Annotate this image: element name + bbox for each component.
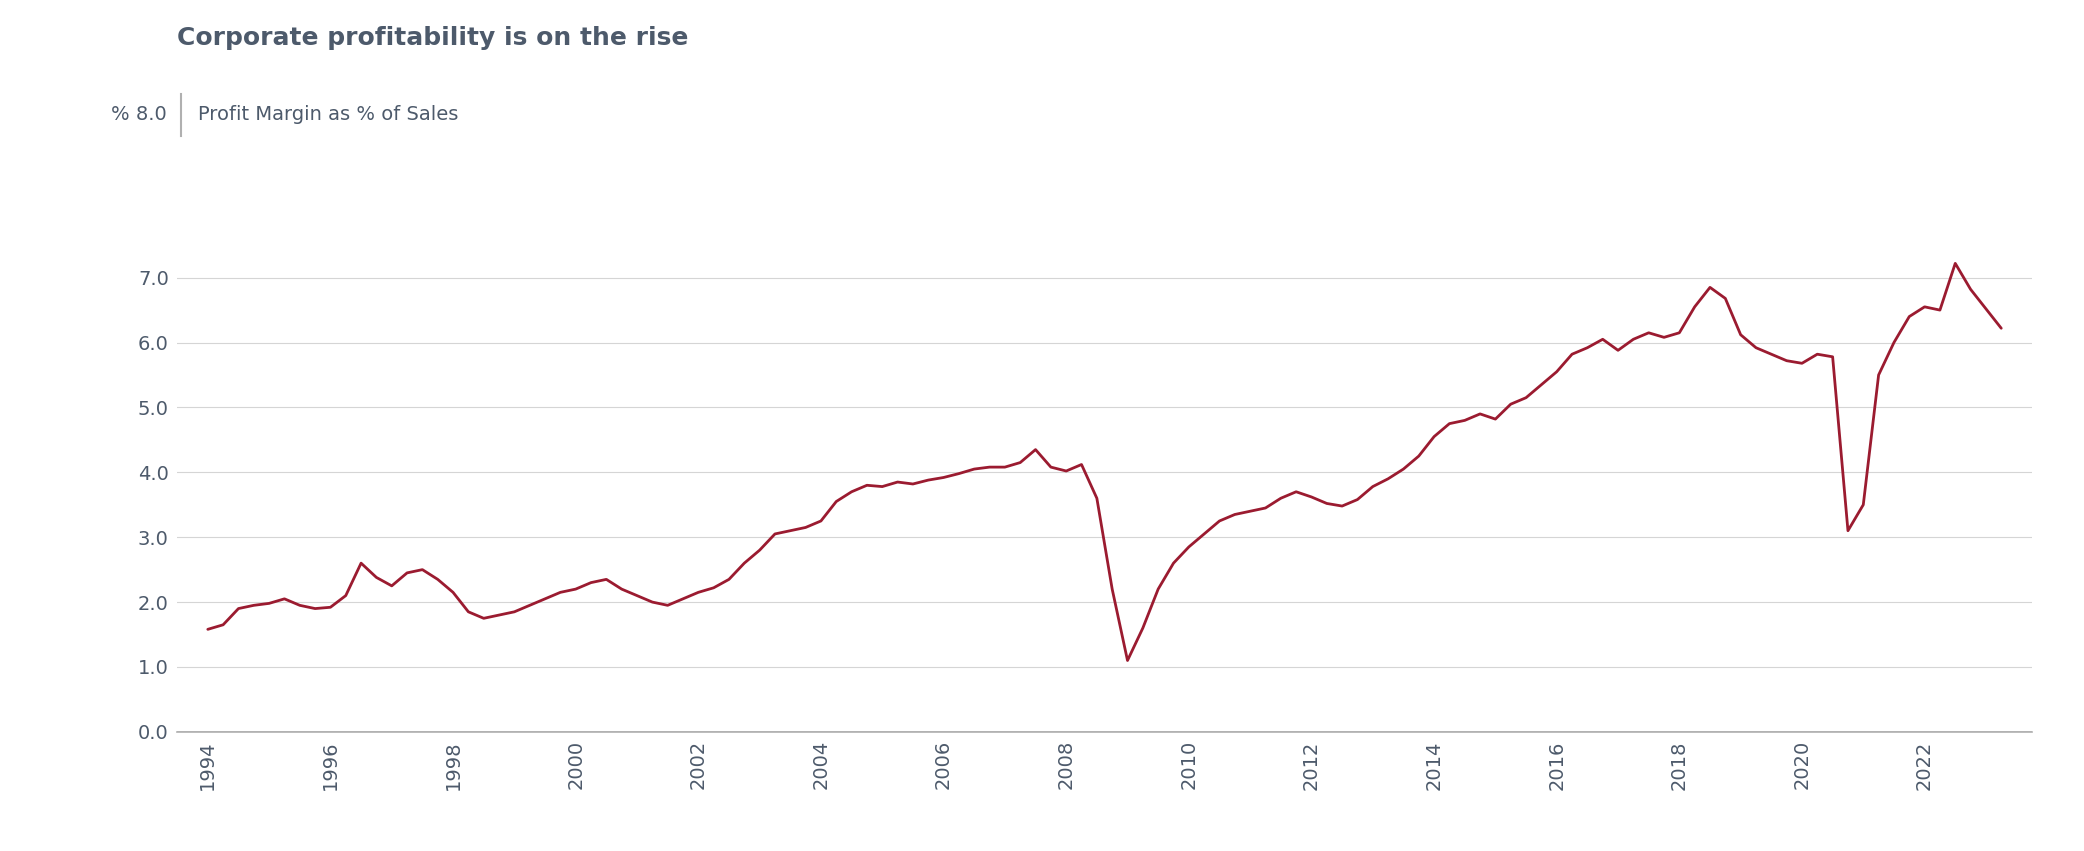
Text: Corporate profitability is on the rise: Corporate profitability is on the rise [177,26,688,49]
Text: Profit Margin as % of Sales: Profit Margin as % of Sales [198,106,458,124]
Text: % 8.0: % 8.0 [110,106,167,124]
